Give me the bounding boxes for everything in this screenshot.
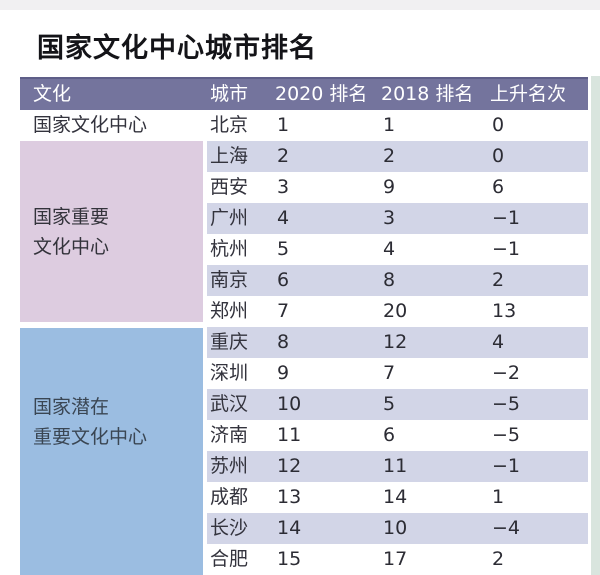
rank-2020-cell: 8: [277, 331, 290, 353]
rank-2020-cell: 10: [277, 393, 302, 415]
table-row: 苏州 12 11 −1: [20, 451, 588, 482]
table-row: 郑州 7 20 13: [20, 296, 588, 327]
city-cell: 西安: [210, 176, 249, 198]
rank-2020-cell: 4: [277, 207, 290, 229]
rank-2020-cell: 14: [277, 517, 302, 539]
change-cell: 0: [492, 145, 505, 167]
city-cell: 合肥: [210, 548, 249, 570]
city-cell: 上海: [210, 145, 249, 167]
table-row: 成都 13 14 1: [20, 482, 588, 513]
rank-2018-cell: 1: [383, 114, 396, 136]
table-row: 杭州 5 4 −1: [20, 234, 588, 265]
page-edge-strip: [591, 76, 600, 575]
rank-2018-cell: 17: [383, 548, 408, 570]
rank-2020-cell: 6: [277, 269, 290, 291]
rank-2018-cell: 10: [383, 517, 408, 539]
rank-2018-cell: 12: [383, 331, 408, 353]
city-cell: 济南: [210, 424, 249, 446]
rank-2018-cell: 7: [383, 362, 396, 384]
rank-2020-cell: 5: [277, 238, 290, 260]
rank-2018-cell: 5: [383, 393, 396, 415]
change-cell: 0: [492, 114, 505, 136]
top-edge-tint: [0, 0, 600, 10]
change-cell: −5: [492, 393, 521, 415]
change-cell: −5: [492, 424, 521, 446]
rank-2020-cell: 12: [277, 455, 302, 477]
change-cell: 1: [492, 486, 505, 508]
rank-2018-cell: 9: [383, 176, 396, 198]
change-cell: 6: [492, 176, 505, 198]
change-cell: −4: [492, 517, 521, 539]
ranking-table: 文化 城市 2020 排名 2018 排名 上升名次 国家文化中心 北京 1 1…: [20, 77, 588, 575]
rank-2018-cell: 3: [383, 207, 396, 229]
table-row: 济南 11 6 −5: [20, 420, 588, 451]
rank-2020-cell: 3: [277, 176, 290, 198]
table-row: 长沙 14 10 −4: [20, 513, 588, 544]
city-cell: 南京: [210, 269, 249, 291]
rank-2020-cell: 9: [277, 362, 290, 384]
rank-2020-cell: 7: [277, 300, 290, 322]
city-cell: 广州: [210, 207, 249, 229]
rank-2018-cell: 14: [383, 486, 408, 508]
col-header-rank-2020: 2020 排名: [275, 83, 368, 105]
change-cell: −1: [492, 455, 521, 477]
table-row: 西安 3 9 6: [20, 172, 588, 203]
change-cell: 4: [492, 331, 505, 353]
group-block-national-potential: 国家潜在 重要文化中心: [20, 328, 203, 575]
group-block-national-important: 国家重要 文化中心: [20, 141, 203, 322]
rank-2018-cell: 11: [383, 455, 408, 477]
rank-2018-cell: 4: [383, 238, 396, 260]
col-header-rank-2018: 2018 排名: [381, 83, 474, 105]
col-header-change: 上升名次: [490, 83, 567, 105]
table-row: 深圳 9 7 −2: [20, 358, 588, 389]
change-cell: −1: [492, 207, 521, 229]
culture-group-label: 国家文化中心: [33, 114, 148, 136]
col-header-city: 城市: [210, 83, 249, 105]
change-cell: 13: [492, 300, 517, 322]
page-title: 国家文化中心城市排名: [37, 33, 317, 64]
rank-2020-cell: 13: [277, 486, 302, 508]
city-cell: 成都: [210, 486, 249, 508]
city-cell: 重庆: [210, 331, 249, 353]
group-label-line: 国家潜在: [33, 396, 110, 418]
table-row: 广州 4 3 −1: [20, 203, 588, 234]
change-cell: 2: [492, 269, 505, 291]
table-row: 重庆 8 12 4: [20, 327, 588, 358]
city-cell: 长沙: [210, 517, 249, 539]
table-row: 武汉 10 5 −5: [20, 389, 588, 420]
table-row: 南京 6 8 2: [20, 265, 588, 296]
change-cell: −2: [492, 362, 521, 384]
rank-2020-cell: 15: [277, 548, 302, 570]
rank-2018-cell: 20: [383, 300, 408, 322]
table-header-row: 文化 城市 2020 排名 2018 排名 上升名次: [20, 77, 588, 110]
change-cell: 2: [492, 548, 505, 570]
table-body: 国家文化中心 北京 1 1 0 上海 2 2 0 西安 3 9 6 广州 4: [20, 110, 588, 575]
table-row: 合肥 15 17 2: [20, 544, 588, 575]
rank-2020-cell: 2: [277, 145, 290, 167]
rank-2018-cell: 2: [383, 145, 396, 167]
rank-2020-cell: 1: [277, 114, 290, 136]
city-cell: 深圳: [210, 362, 249, 384]
city-cell: 杭州: [210, 238, 249, 260]
group-label-line: 国家重要: [33, 205, 110, 228]
city-cell: 苏州: [210, 455, 249, 477]
col-header-culture: 文化: [33, 83, 72, 105]
city-cell: 北京: [210, 114, 249, 136]
rank-2018-cell: 6: [383, 424, 396, 446]
city-cell: 郑州: [210, 300, 249, 322]
rank-2020-cell: 11: [277, 424, 302, 446]
city-cell: 武汉: [210, 393, 249, 415]
table-row: 国家文化中心 北京 1 1 0: [20, 110, 588, 141]
group-label-line: 文化中心: [33, 235, 110, 258]
rank-2018-cell: 8: [383, 269, 396, 291]
change-cell: −1: [492, 238, 521, 260]
group-label-line: 重要文化中心: [33, 426, 148, 448]
table-row: 上海 2 2 0: [20, 141, 588, 172]
